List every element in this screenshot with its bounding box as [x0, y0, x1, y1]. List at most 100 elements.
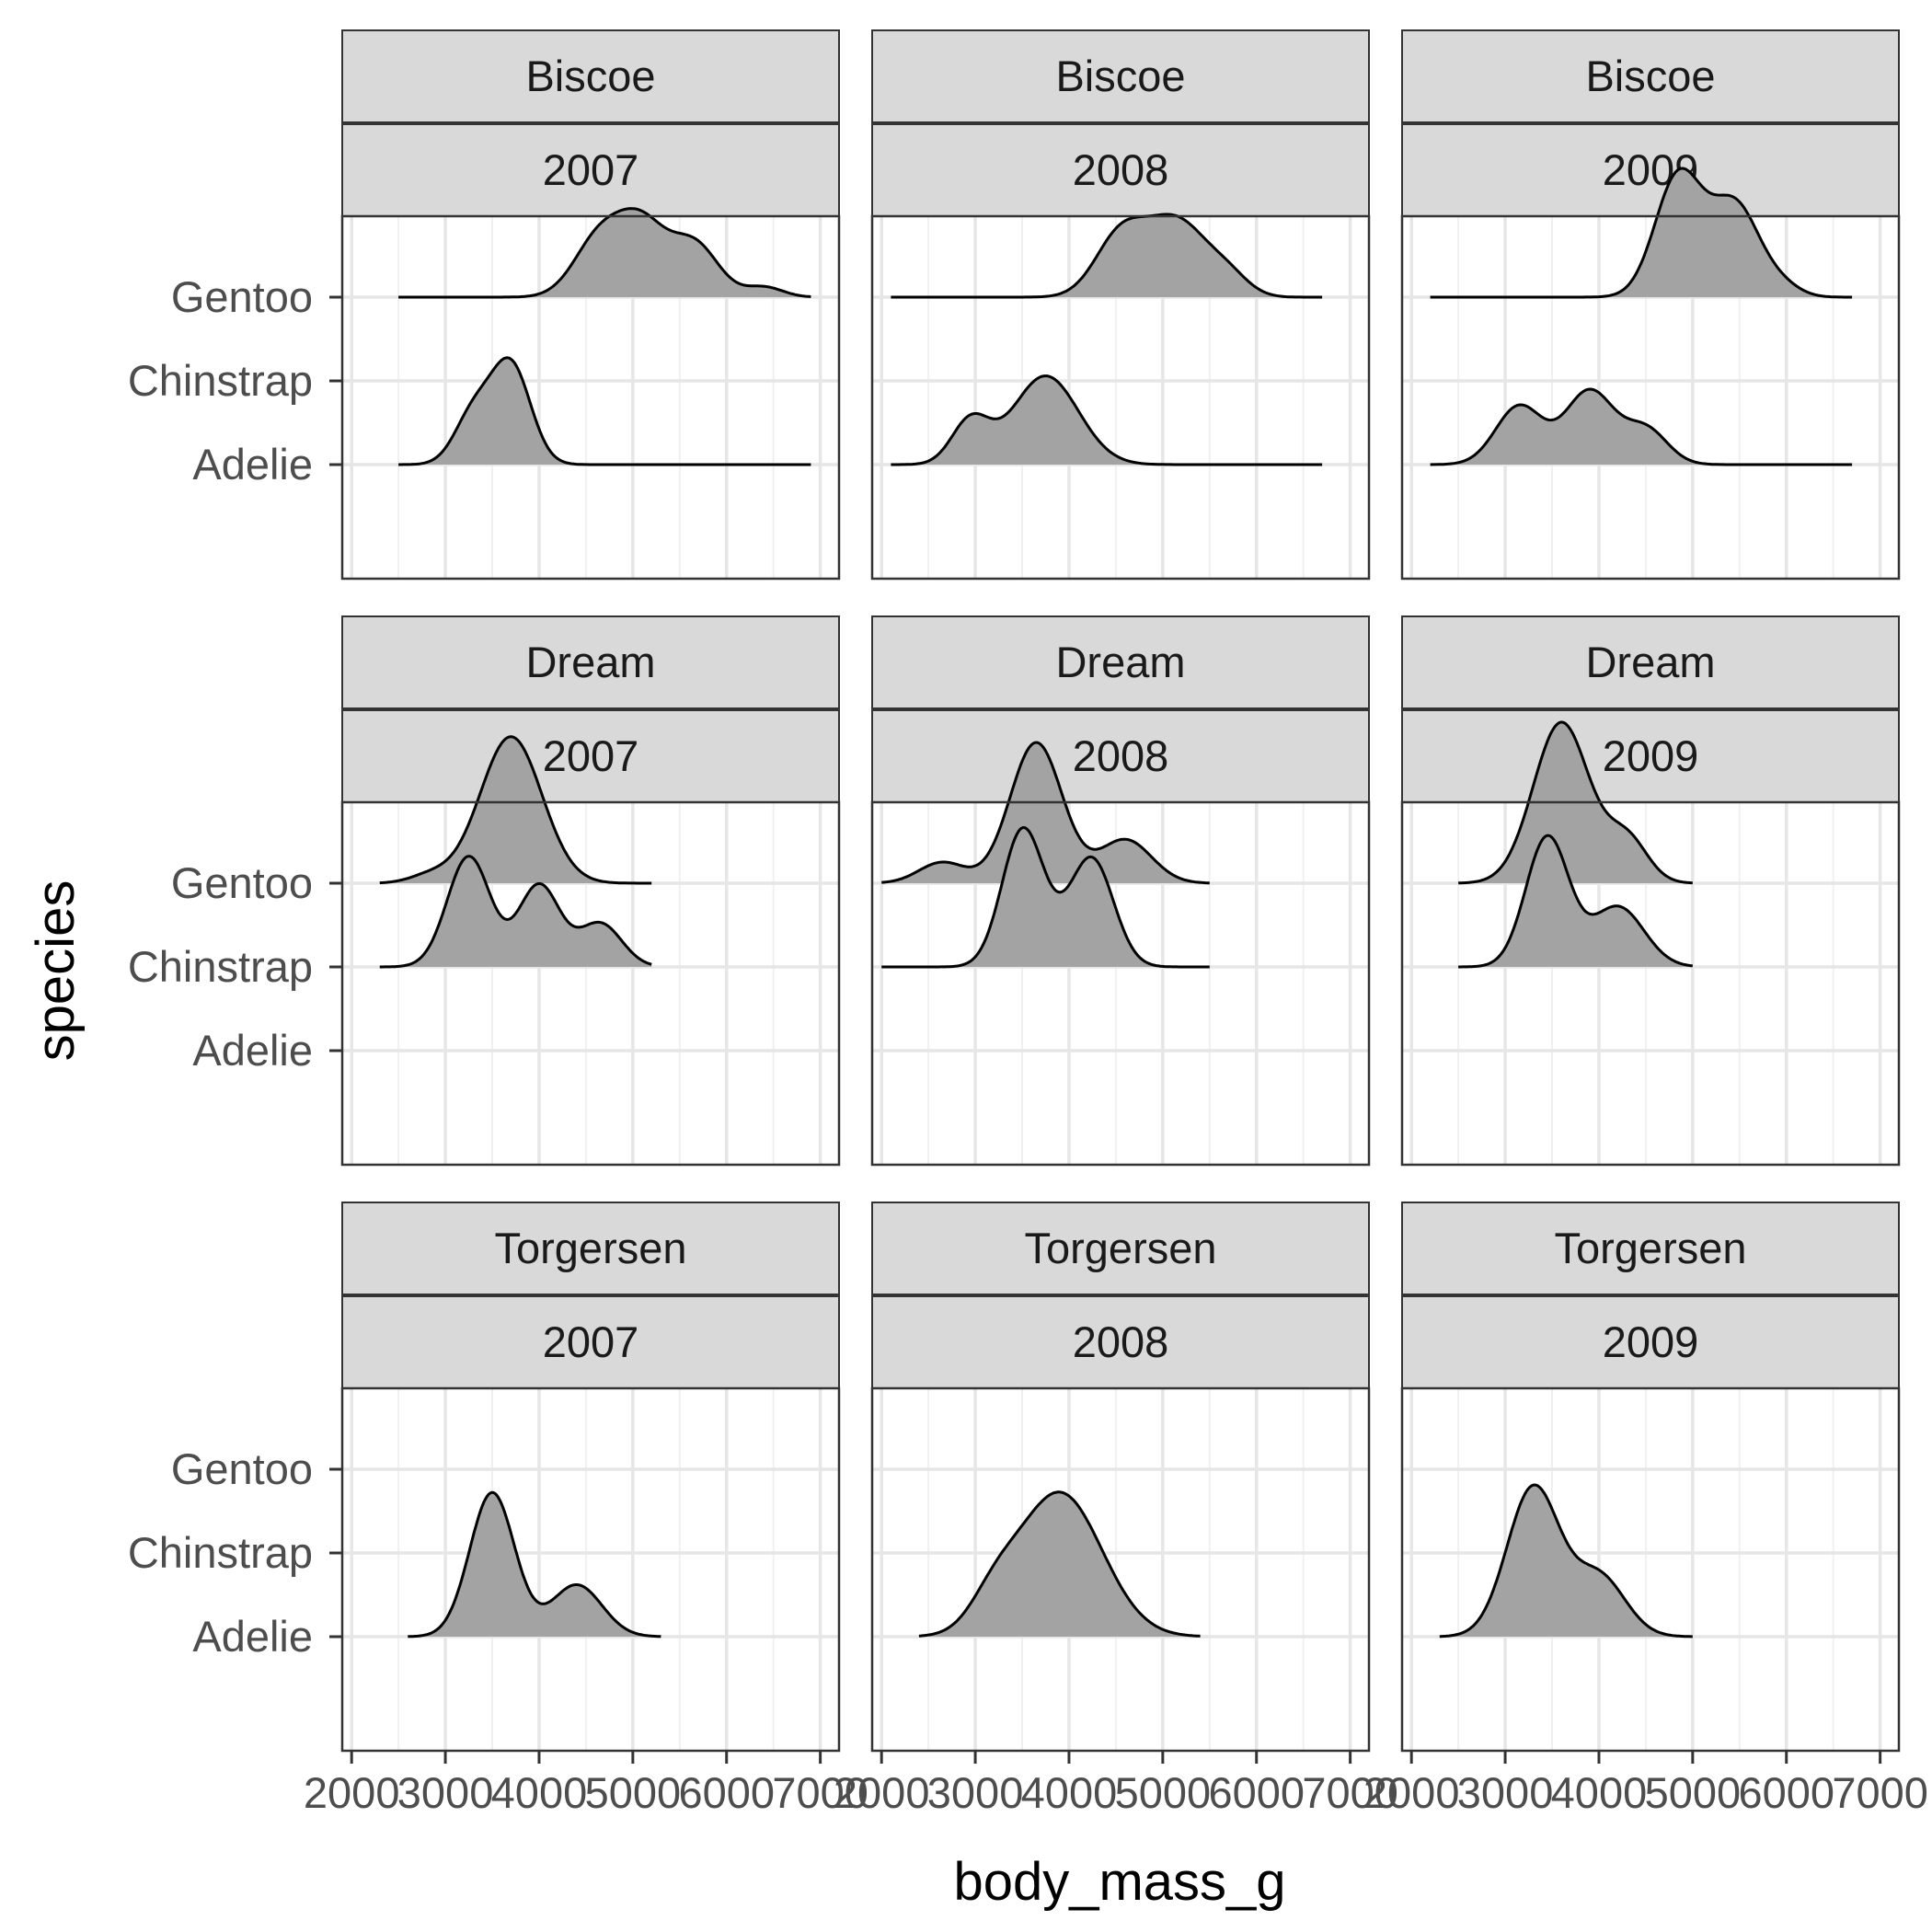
- x-tick-label: 3000: [1457, 1768, 1554, 1817]
- x-tick-label: 2000: [834, 1768, 930, 1817]
- panels-layer: Biscoe2007AdelieChinstrapGentooBiscoe200…: [128, 29, 1928, 1817]
- strip-year-bg: [1401, 123, 1900, 217]
- ridge-line-adelie: [1430, 387, 1853, 466]
- strip-year-label: 2007: [543, 731, 639, 780]
- strip-island-label: Dream: [525, 638, 655, 686]
- x-tick-label: 4000: [491, 1768, 588, 1817]
- x-tick-label: 5000: [1645, 1768, 1742, 1817]
- x-tick-label: 2000: [1363, 1768, 1460, 1817]
- strip-island-label: Torgersen: [1025, 1224, 1217, 1272]
- strip-island-label: Dream: [1055, 638, 1185, 686]
- ridge-line-gentoo: [881, 741, 1210, 885]
- strip-year-bg: [871, 1295, 1370, 1389]
- ridge-fill-chinstrap: [1458, 835, 1693, 967]
- strip-island-bg: [1401, 615, 1900, 709]
- y-tick-label: Gentoo: [171, 272, 313, 321]
- ridge-line-adelie: [408, 1490, 661, 1639]
- ridge-line-adelie: [398, 356, 811, 466]
- plot-background: [872, 1388, 1369, 1751]
- x-tick-label: 6000: [1738, 1768, 1834, 1817]
- y-tick-label: Chinstrap: [128, 356, 313, 405]
- ridge-fill-gentoo: [891, 214, 1323, 297]
- strip-island-label: Biscoe: [1055, 52, 1185, 100]
- x-tick-label: 7000: [1302, 1768, 1398, 1817]
- x-tick-label: 3000: [397, 1768, 494, 1817]
- ridge-fill-chinstrap: [881, 827, 1210, 967]
- ridge-line-gentoo: [1430, 167, 1853, 299]
- plot-background: [342, 802, 839, 1165]
- facet-panel: Biscoe 2007 Adelie Chinstrap Gentoo: [128, 29, 841, 581]
- x-tick-label: 4000: [1021, 1768, 1118, 1817]
- facet-panel: Dream 2009: [1400, 615, 1901, 1167]
- strip-island-label: Torgersen: [495, 1224, 687, 1272]
- panel-border: [1400, 800, 1901, 1167]
- panel-border: [340, 1386, 841, 1753]
- strip-year-label: 2009: [1603, 731, 1699, 780]
- ridge-fill-adelie: [891, 375, 1323, 465]
- strip-year-label: 2009: [1603, 1317, 1699, 1366]
- panel-border: [340, 800, 841, 1167]
- ridge-fill-adelie: [398, 357, 811, 465]
- x-tick-label: 3000: [927, 1768, 1024, 1817]
- facet-panel: Dream 2007 Adelie Chinstrap Gentoo: [128, 615, 841, 1167]
- panel-border: [1400, 1386, 1901, 1753]
- x-tick-label: 6000: [1208, 1768, 1305, 1817]
- strip-year-bg: [341, 123, 840, 217]
- ridge-fill-gentoo: [398, 208, 811, 297]
- panel-border: [340, 214, 841, 581]
- x-tick-label: 2000: [304, 1768, 400, 1817]
- strip-island-bg: [871, 615, 1370, 709]
- ridge-line-chinstrap: [881, 825, 1210, 969]
- ridge-line-gentoo: [398, 207, 811, 299]
- facet-panel: Dream 2008: [870, 615, 1371, 1167]
- strip-year-bg: [871, 709, 1370, 803]
- strip-island-bg: [1401, 29, 1900, 123]
- plot-background: [1402, 1388, 1899, 1751]
- y-tick-label: Adelie: [192, 1026, 313, 1075]
- ridge-fill-chinstrap: [379, 856, 652, 967]
- strip-year-bg: [1401, 1295, 1900, 1389]
- strip-year-bg: [341, 709, 840, 803]
- y-axis-title: species: [26, 880, 86, 1062]
- y-tick-label: Gentoo: [171, 858, 313, 907]
- panel-border: [870, 214, 1371, 581]
- strip-island-bg: [871, 1202, 1370, 1295]
- facet-panel: Biscoe 2008: [870, 29, 1371, 581]
- ridge-line-chinstrap: [1458, 834, 1693, 969]
- strip-island-bg: [341, 1202, 840, 1295]
- strip-island-label: Biscoe: [1585, 52, 1715, 100]
- strip-island-bg: [341, 29, 840, 123]
- y-tick-label: Adelie: [192, 1612, 313, 1661]
- ridge-line-gentoo: [379, 735, 652, 885]
- strip-year-label: 2008: [1073, 731, 1169, 780]
- x-tick-label: 5000: [1115, 1768, 1212, 1817]
- ridge-fill-gentoo: [881, 742, 1210, 883]
- ridge-line-adelie: [1439, 1483, 1693, 1639]
- ridge-fill-adelie: [1430, 389, 1853, 465]
- facet-panel: Torgersen 2007 Adelie Chinstrap Gentoo 200030…: [128, 1202, 868, 1817]
- ridge-fill-adelie: [1439, 1485, 1693, 1637]
- panel-border: [870, 800, 1371, 1167]
- x-tick-label: 7000: [1832, 1768, 1928, 1817]
- y-tick-label: Chinstrap: [128, 942, 313, 991]
- strip-year-label: 2008: [1073, 1317, 1169, 1366]
- x-tick-label: 5000: [585, 1768, 682, 1817]
- y-tick-label: Adelie: [192, 440, 313, 489]
- ridge-fill-adelie: [918, 1491, 1201, 1637]
- panel-border: [1400, 214, 1901, 581]
- plot-background: [342, 1388, 839, 1751]
- x-tick-label: 6000: [678, 1768, 775, 1817]
- x-tick-label: 7000: [772, 1768, 868, 1817]
- y-tick-label: Gentoo: [171, 1444, 313, 1493]
- strip-island-bg: [871, 29, 1370, 123]
- panel-border: [870, 1386, 1371, 1753]
- strip-year-bg: [871, 123, 1370, 217]
- strip-year-label: 2008: [1073, 145, 1169, 194]
- ridge-line-adelie: [918, 1490, 1201, 1638]
- ridge-line-adelie: [891, 374, 1323, 466]
- x-axis-title: body_mass_g: [953, 1852, 1285, 1912]
